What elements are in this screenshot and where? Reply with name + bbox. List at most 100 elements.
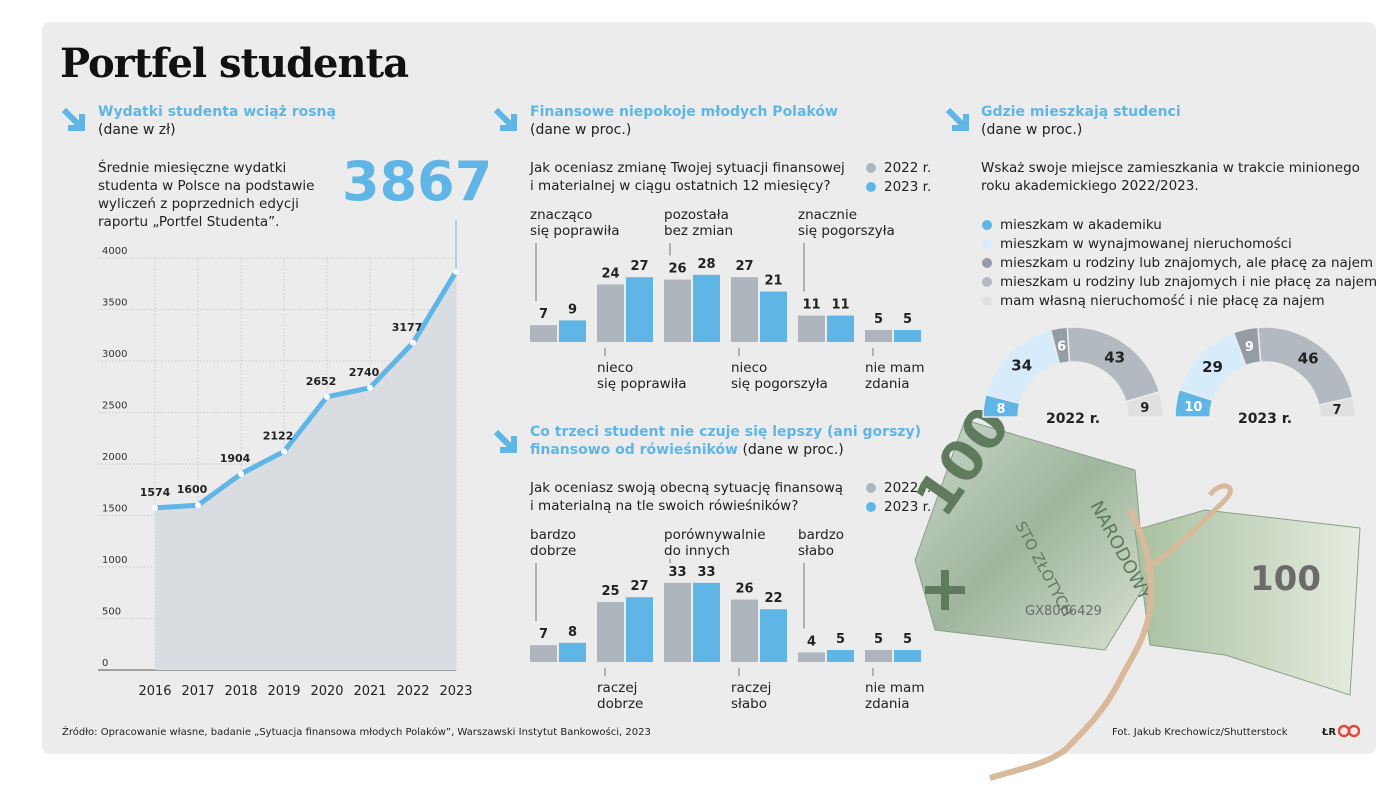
bar-value-label: 5 [874,632,883,647]
section1-description: Średnie miesięczne wydatki studenta w Po… [98,159,314,231]
y-tick-label: 1000 [102,555,127,566]
data-point [367,384,373,391]
section1-subtitle: (dane w zł) [98,122,176,138]
category-label: raczej [731,680,771,696]
y-tick-label: 2500 [102,401,127,412]
legend-swatch [982,258,992,268]
bar [865,330,892,342]
legend-swatch [982,239,992,249]
bar-value-label: 5 [903,632,912,647]
y-tick-label: 500 [102,607,121,618]
y-tick-label: 2000 [102,452,127,463]
bar-value-label: 11 [802,298,820,313]
bar [760,291,787,342]
question-line: roku akademickiego 2022/2023. [981,178,1199,194]
bar [693,582,720,662]
legend-item: mam własną nieruchomość i nie płacę za n… [982,293,1325,309]
category-label: raczej [597,680,637,696]
category-label: się pogorszyła [731,376,828,392]
bar [664,279,691,342]
desc-line: raportu „Portfel Studenta”. [98,214,280,230]
section3-subtitle: (dane w proc.) [742,442,844,458]
data-label: 1600 [177,483,208,496]
data-point [195,502,201,509]
x-tick-label: 2016 [138,684,171,699]
bar [865,650,892,662]
category-label: się poprawiła [597,376,687,392]
legend-item: mieszkam w wynajmowanej nieruchomości [982,236,1292,252]
bar [693,274,720,342]
category-label: zdania [865,376,910,392]
section2-subtitle: (dane w proc.) [530,122,632,138]
legend-label: mieszkam w akademiku [1000,217,1162,233]
category-label: znacząco [530,207,592,223]
data-label: 2740 [349,366,380,379]
bar [559,320,586,342]
bar [731,599,758,662]
question-line: Wskaż swoje miejsce zamieszkania w trakc… [981,160,1360,176]
slice-value-label: 46 [1298,350,1319,368]
bar [626,597,653,662]
section2-header: Finansowe niepokoje młodych Polaków (dan… [530,103,838,139]
category-label: pozostała [664,207,729,223]
category-label: do innych [664,543,730,559]
legend-swatch [982,296,992,306]
highlight-value: 3867 [342,150,493,213]
category-label: nie mam [865,680,924,696]
legend-label: mieszkam w wynajmowanej nieruchomości [1000,236,1292,252]
y-tick-label: 4000 [102,246,127,257]
legend-2023: 2023 r. [866,179,931,195]
slice-value-label: 7 [1333,403,1342,418]
data-label: 1904 [220,452,251,465]
category-label: słabo [798,543,834,559]
legend-swatch [982,277,992,287]
y-tick-label: 0 [102,658,108,669]
section4-title: Gdzie mieszkają studenci [981,104,1181,120]
bar [731,277,758,342]
arrow-down-right-icon [61,107,85,131]
area-fill [155,271,456,670]
slice-value-label: 9 [1245,340,1254,355]
x-tick-label: 2019 [267,684,300,699]
category-label: się poprawiła [530,223,620,239]
category-label: bardzo [530,527,576,543]
residence-semi-donut: 8 34 6 43 9 2022 r. [982,326,1164,427]
banknote-serial: GX8006429 [1025,604,1102,619]
section1-title: Wydatki studenta wciąż rosną [98,104,336,120]
bar [664,582,691,662]
question-line: Jak oceniasz swoją obecną sytuację finan… [530,480,844,496]
bar [760,609,787,662]
y-tick-label: 1500 [102,504,127,515]
bar-value-label: 25 [601,584,619,599]
donut-year-label: 2023 r. [1238,411,1292,427]
section3-title-line2: finansowo od rówieśników [530,442,738,458]
source-note: Źródło: Opracowanie własne, badanie „Syt… [62,727,651,738]
bar-value-label: 26 [735,582,753,597]
legend-item: mieszkam u rodziny lub znajomych i nie p… [982,274,1377,290]
bar [559,642,586,662]
slice-value-label: 9 [1140,401,1149,416]
bar-value-label: 27 [735,259,753,274]
bar [626,277,653,342]
donut-slice [1317,396,1356,418]
bar-value-label: 4 [807,634,816,649]
legend-2022: 2022 r. [866,160,931,176]
legend-item: mieszkam w akademiku [982,217,1162,233]
section4-subtitle: (dane w proc.) [981,122,1083,138]
data-label: 2122 [263,429,294,442]
y-tick-label: 3000 [102,349,127,360]
bar-value-label: 33 [697,565,715,580]
data-point [281,448,287,455]
bar [894,330,921,342]
desc-line: Średnie miesięczne wydatki [98,160,287,176]
bar [530,645,557,662]
arrow-down-right-icon [945,107,969,131]
bar-value-label: 24 [601,266,619,281]
bar [827,650,854,662]
bar-value-label: 21 [764,274,782,289]
question-line: i materialną na tle swoich rówieśników? [530,498,799,514]
slice-value-label: 29 [1202,358,1223,376]
bar-value-label: 27 [630,579,648,594]
arrow-down-right-icon [493,429,517,453]
